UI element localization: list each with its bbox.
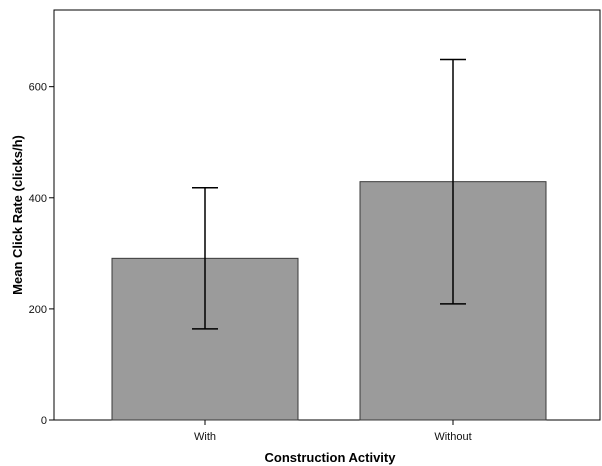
x-tick-label: Without xyxy=(434,431,471,443)
x-axis: With Without xyxy=(194,420,472,443)
y-tick-label: 200 xyxy=(29,304,47,316)
error-bar-with xyxy=(192,187,218,330)
x-axis-title: Construction Activity xyxy=(265,450,397,465)
y-axis-title: Mean Click Rate (clicks/h) xyxy=(10,135,25,295)
x-tick-label: With xyxy=(194,431,216,443)
y-tick-label: 600 xyxy=(29,82,47,94)
error-bars-layer xyxy=(192,58,466,330)
y-axis: 0 200 400 600 xyxy=(29,82,54,427)
error-bar-without xyxy=(440,58,466,305)
y-tick-label: 0 xyxy=(41,415,47,427)
y-tick-label: 400 xyxy=(29,193,47,205)
